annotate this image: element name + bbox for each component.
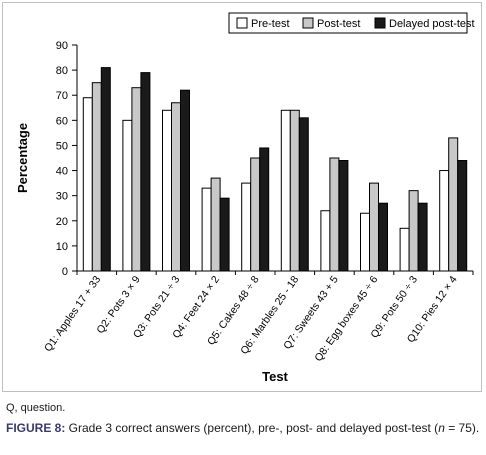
bar-post-test	[210, 177, 221, 272]
x-tick-label: Q1: Apples 17 + 33	[42, 274, 103, 354]
legend-swatch	[302, 17, 314, 29]
bar-delayed-post-test	[378, 202, 388, 272]
caption-n-symbol: n	[438, 421, 445, 435]
bar-post-test	[448, 137, 459, 272]
bar-pre-test	[399, 227, 410, 272]
bar-post-test	[91, 82, 102, 272]
y-tick-label: 70	[56, 90, 68, 102]
y-tick-label: 0	[62, 266, 68, 278]
caption-text-start: Grade 3 correct answers (percent), pre-,…	[65, 421, 439, 435]
legend-swatch	[236, 17, 248, 29]
bar-post-test	[289, 109, 300, 272]
bar-delayed-post-test	[219, 197, 230, 272]
legend-label: Post-test	[317, 18, 360, 30]
y-tick-label: 80	[56, 65, 68, 77]
bar-pre-test	[122, 119, 133, 272]
y-tick-label: 30	[56, 191, 68, 203]
bar-post-test	[250, 157, 261, 272]
bar-post-test	[329, 157, 340, 272]
bar-delayed-post-test	[338, 160, 349, 272]
bar-delayed-post-test	[457, 160, 468, 272]
y-tick-label: 40	[56, 166, 68, 178]
bar-delayed-post-test	[100, 67, 111, 272]
bar-pre-test	[280, 109, 291, 272]
bar-pre-test	[439, 170, 450, 272]
bar-pre-test	[82, 97, 93, 272]
x-axis-title: Test	[262, 369, 288, 384]
y-tick-label: 90	[56, 40, 68, 52]
bar-post-test	[171, 102, 181, 272]
bar-delayed-post-test	[180, 89, 190, 272]
bar-post-test	[369, 182, 379, 272]
legend-swatch	[374, 17, 386, 29]
bar-delayed-post-test	[417, 202, 428, 272]
legend-box	[228, 12, 468, 34]
figure-caption: FIGURE 8: Grade 3 correct answers (perce…	[6, 421, 480, 436]
bar-post-test	[131, 87, 142, 272]
bar-post-test	[408, 190, 419, 272]
caption-label: FIGURE 8:	[6, 421, 66, 435]
bar-pre-test	[320, 210, 331, 272]
y-tick-label: 50	[56, 140, 68, 152]
legend-label: Delayed post-test	[389, 18, 475, 30]
bar-pre-test	[241, 182, 252, 272]
bar-delayed-post-test	[140, 72, 151, 272]
y-tick-label: 10	[56, 241, 68, 253]
footnote: Q, question.	[6, 402, 66, 414]
bar-pre-test	[201, 187, 212, 272]
caption-text-end: = 75).	[444, 421, 480, 435]
chart-frame: 0 10 20 30 40 50 60 70 80 90 Q1: Apples 17 + 33 Q2:…	[2, 2, 482, 392]
bar-pre-test	[162, 109, 172, 272]
bar-pre-test	[360, 212, 370, 272]
bar-delayed-post-test	[298, 117, 309, 272]
y-tick-label: 60	[56, 115, 68, 127]
y-axis-title: Percentage	[15, 123, 30, 193]
bar-delayed-post-test	[259, 147, 270, 272]
legend-label: Pre-test	[251, 18, 290, 30]
y-tick-label: 20	[56, 216, 68, 228]
